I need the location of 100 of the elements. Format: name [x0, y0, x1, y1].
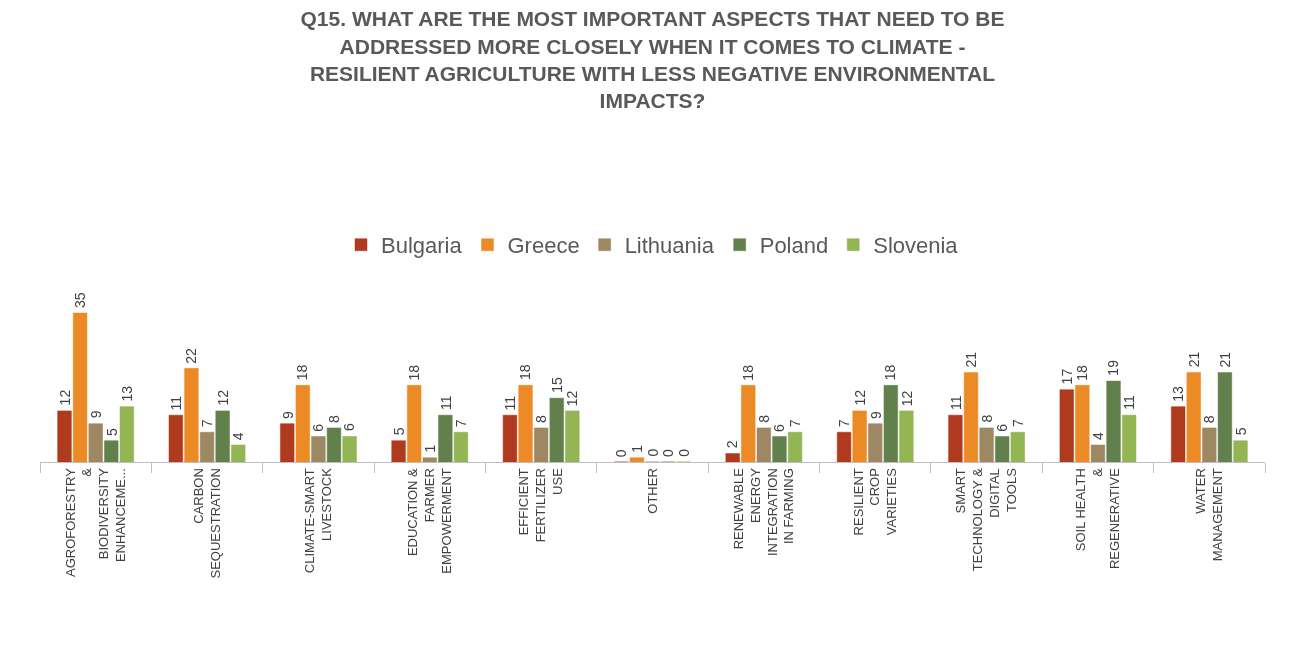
bar [1059, 389, 1074, 462]
bar [199, 431, 215, 462]
x-tick-label: EDUCATION & FARMER EMPOWERMENT [405, 467, 454, 574]
data-label: 12 [214, 389, 231, 406]
data-label: 7 [835, 419, 852, 428]
legend-label: Greece [507, 233, 580, 259]
legend-label: Slovenia [873, 233, 959, 259]
data-label: 18 [294, 364, 311, 381]
bar [1106, 380, 1121, 462]
bar [963, 372, 979, 462]
x-tick-label: CLIMATE-SMART LIVESTOCK [302, 467, 335, 574]
bar [899, 410, 914, 462]
data-label: 18 [1073, 364, 1090, 381]
data-label: 8 [978, 414, 995, 423]
bar [184, 368, 199, 462]
data-label: 0 [644, 448, 661, 457]
bar [1075, 385, 1090, 462]
bar [995, 436, 1010, 462]
data-label: 9 [867, 410, 884, 419]
bar [231, 444, 246, 462]
x-tick-label: RENEWABLE ENERGY INTEGRATION IN FARMING [730, 467, 797, 557]
data-label: 0 [660, 449, 677, 458]
data-label: 15 [548, 377, 565, 393]
bar [119, 406, 134, 462]
data-label: 11 [437, 395, 454, 411]
data-label: 18 [405, 364, 422, 381]
bar [518, 385, 533, 462]
bar [342, 436, 357, 462]
bar [565, 410, 580, 462]
data-label: 9 [279, 410, 296, 419]
data-label: 8 [326, 414, 343, 423]
bar [741, 385, 756, 462]
bar [948, 414, 963, 462]
bar [979, 427, 994, 462]
bar [1186, 372, 1201, 462]
bar [422, 457, 437, 462]
bar [72, 312, 88, 462]
data-label: 8 [1201, 415, 1218, 424]
legend-label: Lithuania [624, 233, 715, 259]
data-label: 12 [56, 389, 73, 406]
x-tick-label: RESILIENT CROP VARIETIES [850, 467, 900, 536]
data-label: 19 [1105, 359, 1122, 376]
bar [1122, 414, 1137, 462]
bar [772, 436, 787, 462]
bar [549, 397, 564, 462]
bar [391, 440, 406, 462]
data-label: 11 [1121, 395, 1138, 410]
data-label: 6 [770, 423, 787, 432]
data-label: 35 [72, 292, 89, 309]
bar [1090, 444, 1106, 462]
bar [836, 431, 852, 462]
data-label: 18 [739, 364, 756, 381]
x-tick-label: SOIL HEALTH & REGENERATIVE [1073, 467, 1123, 570]
bar [88, 423, 103, 462]
legend-label: Poland [759, 233, 829, 259]
data-label: 7 [786, 419, 803, 428]
data-label: 12 [851, 389, 868, 406]
data-label: 13 [1170, 386, 1187, 402]
data-label: 5 [390, 427, 407, 436]
x-tick-label: AGROFORESTRY & BIODIVERSITY ENHANCEME... [62, 467, 129, 578]
data-label: 7 [1009, 418, 1026, 427]
data-label: 22 [183, 348, 200, 364]
data-label: 0 [613, 449, 630, 458]
data-label: 17 [1059, 368, 1076, 385]
x-tick-label: SMART TECHNOLOGY & DIGITAL TOOLS [953, 467, 1020, 572]
data-label: 21 [1186, 351, 1203, 368]
bar [295, 385, 310, 462]
data-label: 5 [1232, 427, 1249, 436]
data-label: 4 [1089, 431, 1106, 440]
bar [104, 440, 119, 462]
bar [407, 385, 422, 462]
data-label: 7 [198, 419, 215, 428]
data-label: 6 [341, 423, 358, 432]
bar [57, 410, 72, 462]
data-label: 11 [502, 395, 519, 411]
bar [883, 385, 898, 462]
data-label: 12 [564, 390, 581, 407]
data-label: 9 [87, 410, 104, 419]
x-tick-label: OTHER [644, 468, 660, 514]
bar [311, 436, 326, 462]
data-label: 1 [422, 444, 439, 453]
legend-label: Bulgaria [381, 233, 463, 259]
bar [787, 431, 803, 462]
data-label: 6 [993, 423, 1010, 432]
bar [725, 453, 740, 462]
x-tick-label: WATER MANAGEMENT [1193, 468, 1225, 562]
bar [1217, 372, 1233, 462]
bar [756, 427, 771, 462]
data-label: 21 [963, 351, 980, 368]
data-label: 1 [629, 444, 646, 453]
data-label: 8 [533, 415, 550, 424]
bar [502, 414, 518, 462]
data-label: 12 [898, 390, 915, 407]
data-label: 4 [230, 432, 247, 441]
bar [438, 414, 453, 462]
data-label: 5 [103, 427, 120, 436]
bar [1233, 440, 1248, 462]
bar [326, 427, 342, 462]
bar [852, 410, 867, 462]
data-label: 7 [452, 419, 469, 428]
